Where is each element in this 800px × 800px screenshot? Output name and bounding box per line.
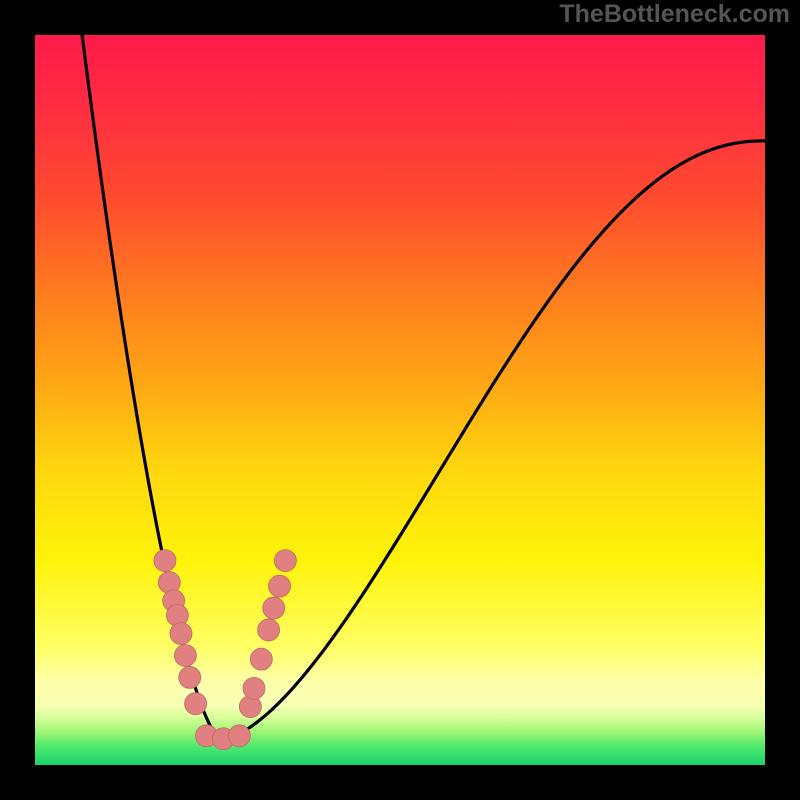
marker-dot (185, 693, 207, 715)
watermark-text: TheBottleneck.com (559, 0, 790, 29)
marker-dot (170, 623, 192, 645)
marker-dot (258, 619, 280, 641)
marker-dot (179, 666, 201, 688)
marker-dot (243, 677, 265, 699)
marker-dot (228, 725, 250, 747)
marker-dot (154, 550, 176, 572)
plot-gradient-rect (35, 35, 765, 765)
marker-dot (274, 550, 296, 572)
marker-dot (263, 597, 285, 619)
marker-dot (250, 648, 272, 670)
bottleneck-chart (0, 0, 800, 800)
marker-dot (174, 645, 196, 667)
marker-dot (269, 575, 291, 597)
chart-stage: TheBottleneck.com (0, 0, 800, 800)
